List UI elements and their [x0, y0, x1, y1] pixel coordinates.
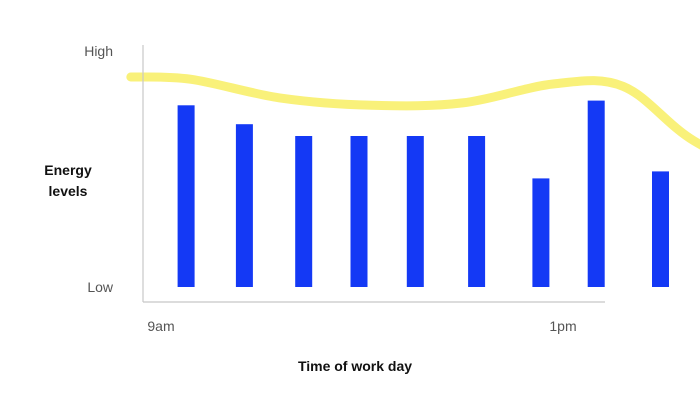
x-tick-1pm: 1pm	[549, 318, 576, 334]
y-axis-title-line-2: levels	[49, 183, 88, 199]
bar-1	[177, 105, 195, 287]
energy-curve	[126, 72, 700, 150]
bar-6	[468, 136, 486, 287]
x-tick-layer: 9am1pm5pm	[147, 318, 576, 334]
y-tick-high: High	[84, 43, 113, 59]
x-axis-title: Time of work day	[298, 358, 412, 374]
bar-9	[652, 171, 669, 287]
bar-layer	[177, 100, 669, 287]
y-tick-low: Low	[87, 279, 114, 295]
bar-2	[235, 124, 253, 287]
bar-3	[295, 136, 313, 287]
curve-layer	[126, 72, 700, 150]
y-axis-title-line-1: Energy	[44, 162, 92, 178]
bar-7	[532, 178, 550, 287]
bar-5	[406, 136, 424, 287]
bar-8	[587, 100, 605, 287]
x-tick-9am: 9am	[147, 318, 174, 334]
bar-4	[350, 136, 368, 287]
